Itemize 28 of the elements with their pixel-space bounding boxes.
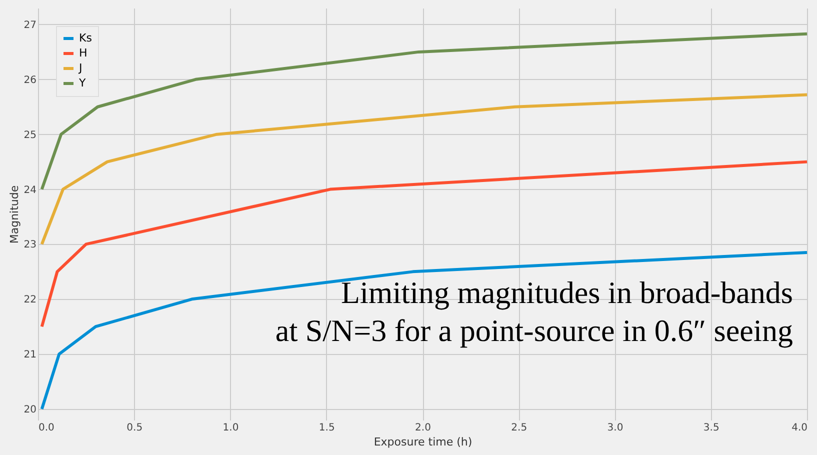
x-tick-label: 3.5 (703, 422, 720, 434)
y-tick-label: 22 (24, 294, 36, 306)
x-axis-title: Exposure time (h) (374, 436, 472, 448)
legend-label: Y (78, 76, 86, 90)
annotation: Limiting magnitudes in broad-bands (340, 275, 793, 310)
y-tick-label: 21 (24, 350, 36, 361)
x-tick-label: 3.0 (607, 422, 624, 434)
y-tick-label: 23 (24, 240, 36, 251)
x-tick-label: 0.5 (126, 422, 143, 434)
y-tick-label: 20 (24, 404, 36, 416)
y-tick-label: 24 (24, 184, 36, 196)
x-tick-label: 2.0 (415, 422, 431, 434)
line-series (40, 32, 808, 191)
x-tick-label: 1.0 (222, 422, 239, 434)
y-tick-label: 26 (24, 74, 36, 86)
line-series (40, 93, 808, 246)
x-tick-label: 1.5 (318, 422, 335, 434)
legend-label: Ks (79, 32, 92, 44)
legend-label: J (78, 62, 82, 74)
x-tick-label: 0.0 (38, 422, 54, 434)
y-tick-label: 27 (24, 20, 36, 31)
legend-label: H (79, 46, 88, 60)
y-tick-label: 25 (24, 130, 36, 141)
y-axis-title: Magnitude (8, 185, 21, 244)
x-tick-label: 4.0 (792, 422, 808, 434)
line-series (40, 250, 808, 411)
annotation: at S/N=3 for a point-source in 0.6″ seeing (275, 313, 793, 348)
x-tick-label: 2.5 (511, 422, 528, 434)
